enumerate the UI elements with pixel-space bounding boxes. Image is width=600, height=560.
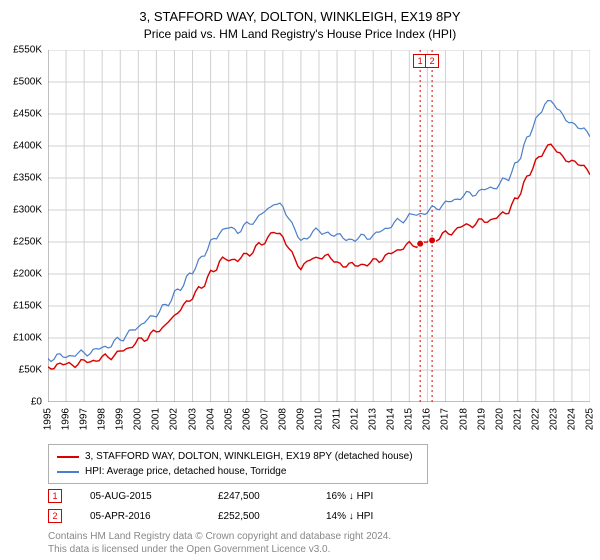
sale-row: 1 05-AUG-2015 £247,500 16% ↓ HPI <box>48 486 590 506</box>
x-tick-label: 2008 <box>277 408 288 430</box>
y-tick-label: £350K <box>13 173 42 184</box>
legend-item: HPI: Average price, detached house, Torr… <box>57 464 419 479</box>
legend-swatch <box>57 471 79 473</box>
x-tick-label: 2016 <box>422 408 433 430</box>
chart-svg <box>48 50 590 402</box>
footnote: Contains HM Land Registry data © Crown c… <box>48 530 391 556</box>
x-tick-label: 2003 <box>187 408 198 430</box>
y-tick-label: £200K <box>13 269 42 280</box>
x-tick-label: 2009 <box>295 408 306 430</box>
legend-label: HPI: Average price, detached house, Torr… <box>85 464 286 479</box>
x-tick-label: 1997 <box>79 408 90 430</box>
x-tick-label: 2022 <box>530 408 541 430</box>
x-tick-label: 2017 <box>440 408 451 430</box>
sale-diff: 14% ↓ HPI <box>326 511 426 522</box>
sale-date: 05-AUG-2015 <box>90 491 190 502</box>
y-tick-label: £50K <box>19 365 42 376</box>
x-tick-label: 1999 <box>115 408 126 430</box>
y-tick-label: £0 <box>31 397 42 408</box>
sale-callout: 2 <box>425 54 439 68</box>
x-tick-label: 2004 <box>205 408 216 430</box>
x-tick-label: 2019 <box>476 408 487 430</box>
x-tick-label: 2002 <box>169 408 180 430</box>
chart-subtitle: Price paid vs. HM Land Registry's House … <box>0 26 600 41</box>
x-tick-label: 2025 <box>585 408 596 430</box>
x-tick-label: 2010 <box>314 408 325 430</box>
legend-swatch <box>57 456 79 458</box>
footnote-line1: Contains HM Land Registry data © Crown c… <box>48 530 391 543</box>
x-tick-label: 2020 <box>494 408 505 430</box>
y-tick-label: £400K <box>13 141 42 152</box>
legend-item: 3, STAFFORD WAY, DOLTON, WINKLEIGH, EX19… <box>57 449 419 464</box>
x-tick-label: 2012 <box>350 408 361 430</box>
sale-diff: 16% ↓ HPI <box>326 491 426 502</box>
y-tick-label: £100K <box>13 333 42 344</box>
x-tick-label: 2015 <box>404 408 415 430</box>
x-tick-label: 2011 <box>332 408 343 430</box>
x-tick-label: 2006 <box>241 408 252 430</box>
x-tick-label: 2005 <box>223 408 234 430</box>
x-tick-label: 2014 <box>386 408 397 430</box>
sale-marker-icon: 2 <box>48 509 62 523</box>
x-tick-label: 2018 <box>458 408 469 430</box>
sale-price: £247,500 <box>218 491 298 502</box>
chart-plot-area: 12 <box>48 50 590 402</box>
x-tick-label: 2000 <box>133 408 144 430</box>
y-tick-label: £300K <box>13 205 42 216</box>
footnote-line2: This data is licensed under the Open Gov… <box>48 543 391 556</box>
x-tick-label: 2007 <box>259 408 270 430</box>
y-tick-label: £450K <box>13 109 42 120</box>
sale-date: 05-APR-2016 <box>90 511 190 522</box>
legend: 3, STAFFORD WAY, DOLTON, WINKLEIGH, EX19… <box>48 444 428 484</box>
legend-label: 3, STAFFORD WAY, DOLTON, WINKLEIGH, EX19… <box>85 449 413 464</box>
x-tick-label: 2001 <box>151 408 162 430</box>
x-tick-label: 1998 <box>97 408 108 430</box>
x-axis-labels: 1995199619971998199920002001200220032004… <box>48 404 590 444</box>
y-tick-label: £250K <box>13 237 42 248</box>
x-tick-label: 2013 <box>368 408 379 430</box>
x-tick-label: 1996 <box>61 408 72 430</box>
y-axis-labels: £0£50K£100K£150K£200K£250K£300K£350K£400… <box>0 50 44 402</box>
x-tick-label: 2024 <box>566 408 577 430</box>
chart-container: 3, STAFFORD WAY, DOLTON, WINKLEIGH, EX19… <box>0 0 600 560</box>
chart-title: 3, STAFFORD WAY, DOLTON, WINKLEIGH, EX19… <box>0 0 600 26</box>
x-tick-label: 1995 <box>43 408 54 430</box>
y-tick-label: £500K <box>13 77 42 88</box>
y-tick-label: £550K <box>13 45 42 56</box>
sale-price: £252,500 <box>218 511 298 522</box>
x-tick-label: 2021 <box>512 408 523 430</box>
sales-table: 1 05-AUG-2015 £247,500 16% ↓ HPI 2 05-APR-201… <box>48 486 590 526</box>
sale-marker-icon: 1 <box>48 489 62 503</box>
x-tick-label: 2023 <box>548 408 559 430</box>
y-tick-label: £150K <box>13 301 42 312</box>
sale-row: 2 05-APR-2016 £252,500 14% ↓ HPI <box>48 506 590 526</box>
